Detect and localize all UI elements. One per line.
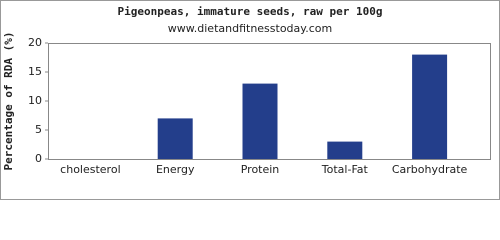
y-axis-label: Percentage of RDA (%): [2, 31, 15, 170]
y-tick-label: 20: [28, 36, 42, 49]
x-tick-label: Carbohydrate: [392, 163, 468, 176]
chart-subtitle: www.dietandfitnesstoday.com: [168, 22, 332, 35]
chart: Pigeonpeas, immature seeds, raw per 100g…: [0, 0, 500, 200]
bar: [327, 141, 363, 159]
x-tick-label: cholesterol: [60, 163, 120, 176]
plot-area: [48, 43, 491, 160]
y-tick-label: 10: [28, 94, 42, 107]
bar: [242, 83, 278, 159]
x-tick-label: Energy: [156, 163, 195, 176]
x-tick-label: Protein: [241, 163, 280, 176]
x-tick-label: Total-Fat: [321, 163, 369, 176]
bar: [157, 118, 193, 159]
chart-title: Pigeonpeas, immature seeds, raw per 100g: [118, 5, 383, 18]
bar: [412, 54, 448, 159]
y-tick-label: 0: [35, 152, 42, 165]
y-tick-label: 5: [35, 123, 42, 136]
y-tick-label: 15: [28, 65, 42, 78]
